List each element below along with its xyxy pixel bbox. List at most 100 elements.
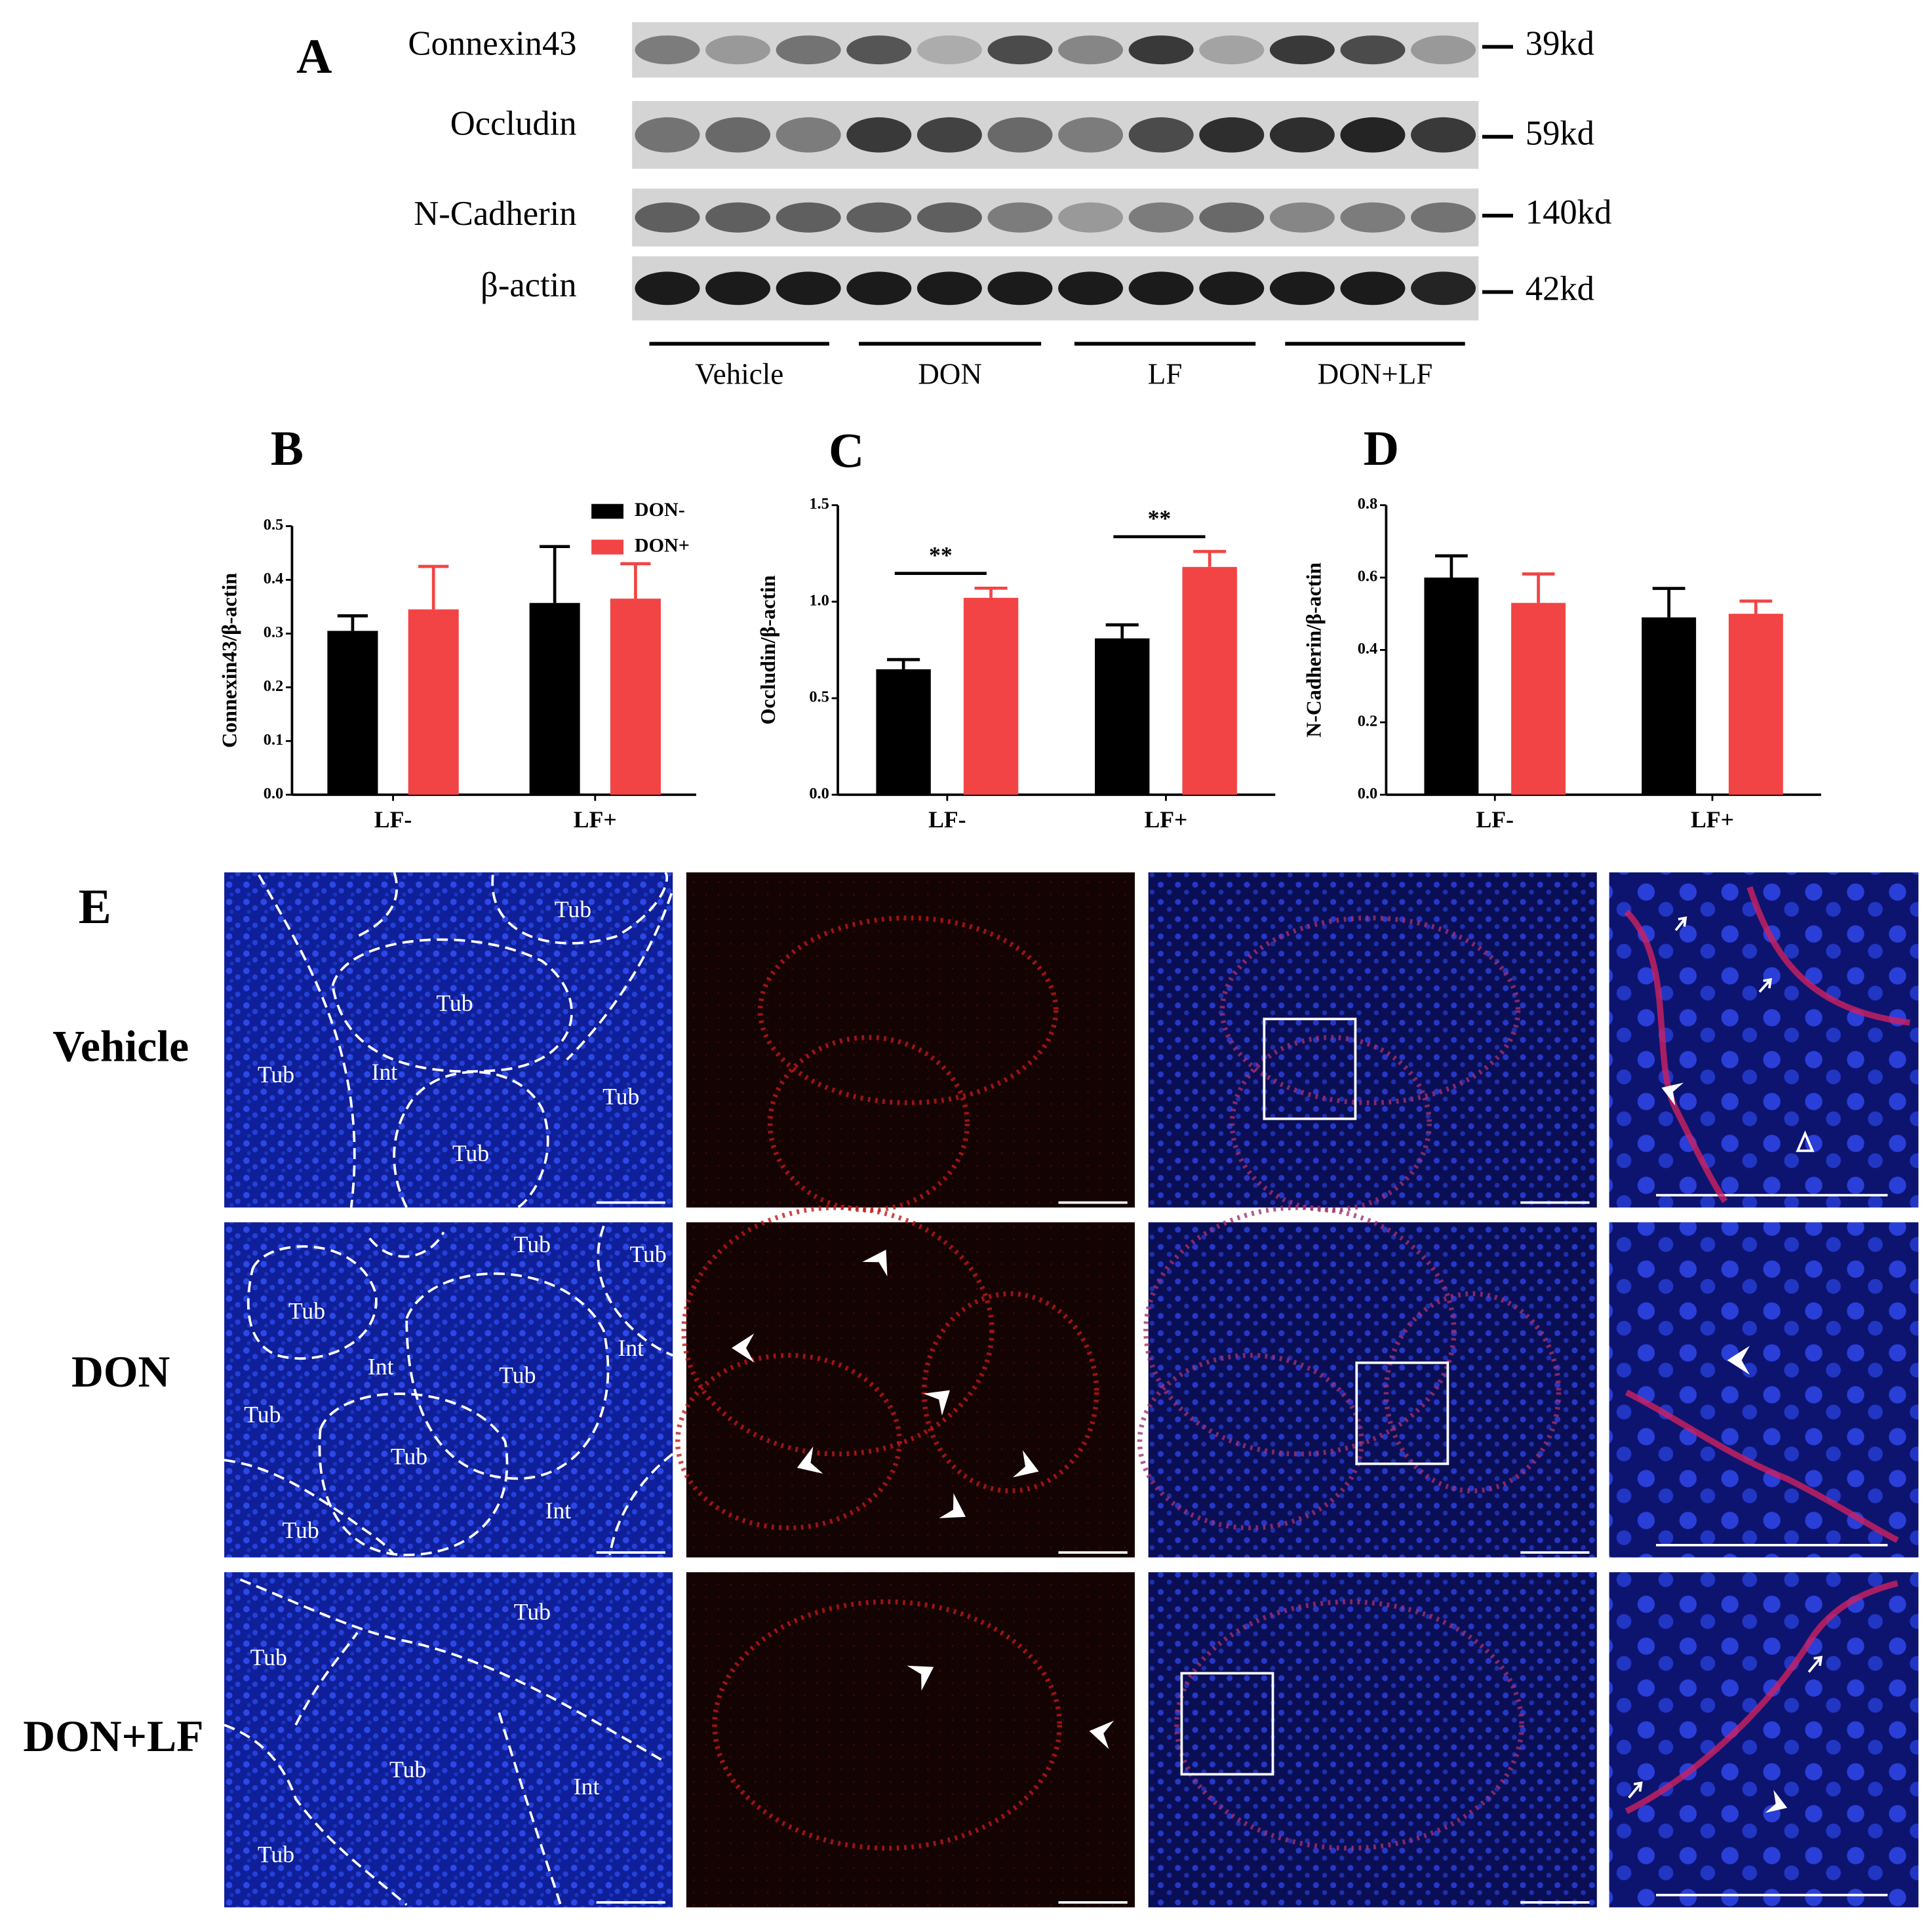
blot-band [1199, 35, 1265, 65]
y-tick-label: 1.5 [809, 495, 829, 513]
micrograph [224, 1572, 673, 1908]
bar [1182, 566, 1237, 795]
arrowhead [1089, 1720, 1114, 1749]
region-label: Tub [436, 990, 473, 1016]
tubule-outline [258, 874, 356, 1208]
arrowhead [939, 1493, 966, 1518]
micrograph [1148, 1222, 1597, 1558]
row-label: DON+LF [23, 1712, 203, 1761]
row-label: Vehicle [52, 1022, 189, 1071]
tubule-outline [224, 1724, 408, 1906]
tubule-outline [597, 1225, 673, 1357]
y-tick-label: 0.3 [264, 623, 284, 641]
micrographs: Vehicle Tub Tub Tub Int Tub Tub DON Tub Tub Tub Int… [23, 871, 1919, 1908]
group-label: Vehicle [695, 357, 783, 390]
region-label: Tub [629, 1241, 666, 1267]
tubule-outline [498, 1712, 562, 1906]
panel-label: E [79, 880, 111, 934]
tubule-outline [405, 1071, 549, 1209]
small-arrow [1628, 1781, 1643, 1799]
error-bar [337, 614, 368, 631]
zoom-box [1355, 1361, 1449, 1465]
arrowhead [1012, 1450, 1039, 1478]
micrograph [1609, 1572, 1919, 1908]
arrowhead [1661, 1082, 1684, 1106]
bar [1642, 617, 1697, 795]
row-label: DON [71, 1347, 170, 1396]
blot-band [846, 271, 912, 306]
blot-band [635, 271, 700, 306]
y-axis-title: N-Cadherin/β-actin [1303, 562, 1326, 738]
error-bar [1193, 549, 1227, 567]
zoom-box [1180, 1672, 1274, 1776]
y-tick-label: 0.0 [264, 785, 284, 802]
region-label: Tub [258, 1842, 294, 1868]
x-tick-label: LF+ [1691, 806, 1734, 833]
blot-band [1058, 35, 1124, 65]
blot-band [776, 271, 841, 306]
blot-band [776, 117, 841, 153]
group-label: DON [918, 357, 982, 390]
blot-band [1199, 271, 1265, 306]
legend-label: DON+ [635, 534, 690, 556]
bar [1424, 577, 1479, 795]
bar [1095, 638, 1150, 795]
region-label: Int [545, 1497, 572, 1524]
stain-ring [675, 1352, 902, 1531]
arrowhead [797, 1446, 823, 1474]
stain-ring [1229, 1035, 1432, 1213]
region-label: Tub [452, 1140, 489, 1166]
tubule-outline [491, 871, 669, 945]
arrowhead [732, 1333, 755, 1363]
error-bar [1652, 587, 1686, 618]
tubule-outline [239, 1578, 666, 1764]
y-tick-label: 1.0 [809, 591, 829, 609]
bar [408, 609, 459, 795]
blot-band [1128, 271, 1194, 306]
blot-band [846, 117, 912, 153]
x-tick-label: LF- [374, 806, 412, 833]
region-label: Tub [258, 1061, 294, 1088]
region-label: Tub [244, 1402, 281, 1428]
stain [1625, 1389, 1899, 1543]
stain-ring [681, 1205, 995, 1457]
stain [1625, 1580, 1899, 1815]
tubule-outline [566, 893, 673, 1061]
blot-band [705, 117, 771, 153]
y-axis-title: Occludin/β-actin [757, 575, 779, 724]
blot-band [1128, 35, 1194, 65]
stain-ring [1174, 1599, 1524, 1851]
panel-label: D [1364, 422, 1399, 476]
blot-band [987, 202, 1053, 233]
tubule-outline [405, 1272, 610, 1480]
error-bar [1522, 572, 1555, 603]
y-tick-label: 0.0 [1358, 785, 1378, 802]
error-bar [887, 658, 920, 669]
small-arrow [1758, 977, 1773, 993]
zoom-box [1263, 1017, 1357, 1120]
legend-label: DON- [635, 498, 685, 521]
arrowhead [907, 1665, 934, 1691]
y-tick-label: 0.4 [264, 570, 284, 587]
error-bar [418, 564, 449, 610]
error-bar [1739, 599, 1773, 614]
blot-band [1058, 202, 1124, 233]
region-label: Int [372, 1059, 398, 1085]
tubule-outline [331, 938, 573, 1073]
bar [1511, 602, 1566, 795]
micrograph [224, 1222, 673, 1558]
blot-band [1058, 117, 1124, 153]
tubule-outline [368, 1231, 445, 1258]
x-tick-label: LF+ [1144, 806, 1187, 833]
blot-band [1269, 271, 1335, 306]
error-bar [540, 545, 570, 603]
y-tick-label: 0.2 [264, 677, 284, 695]
legend-swatch [591, 503, 624, 519]
tubule-outline [357, 872, 399, 938]
blot-band [635, 35, 700, 65]
size-label: 140kd [1526, 193, 1612, 231]
y-tick-label: 0.6 [1358, 568, 1378, 585]
blot-band [776, 202, 841, 233]
